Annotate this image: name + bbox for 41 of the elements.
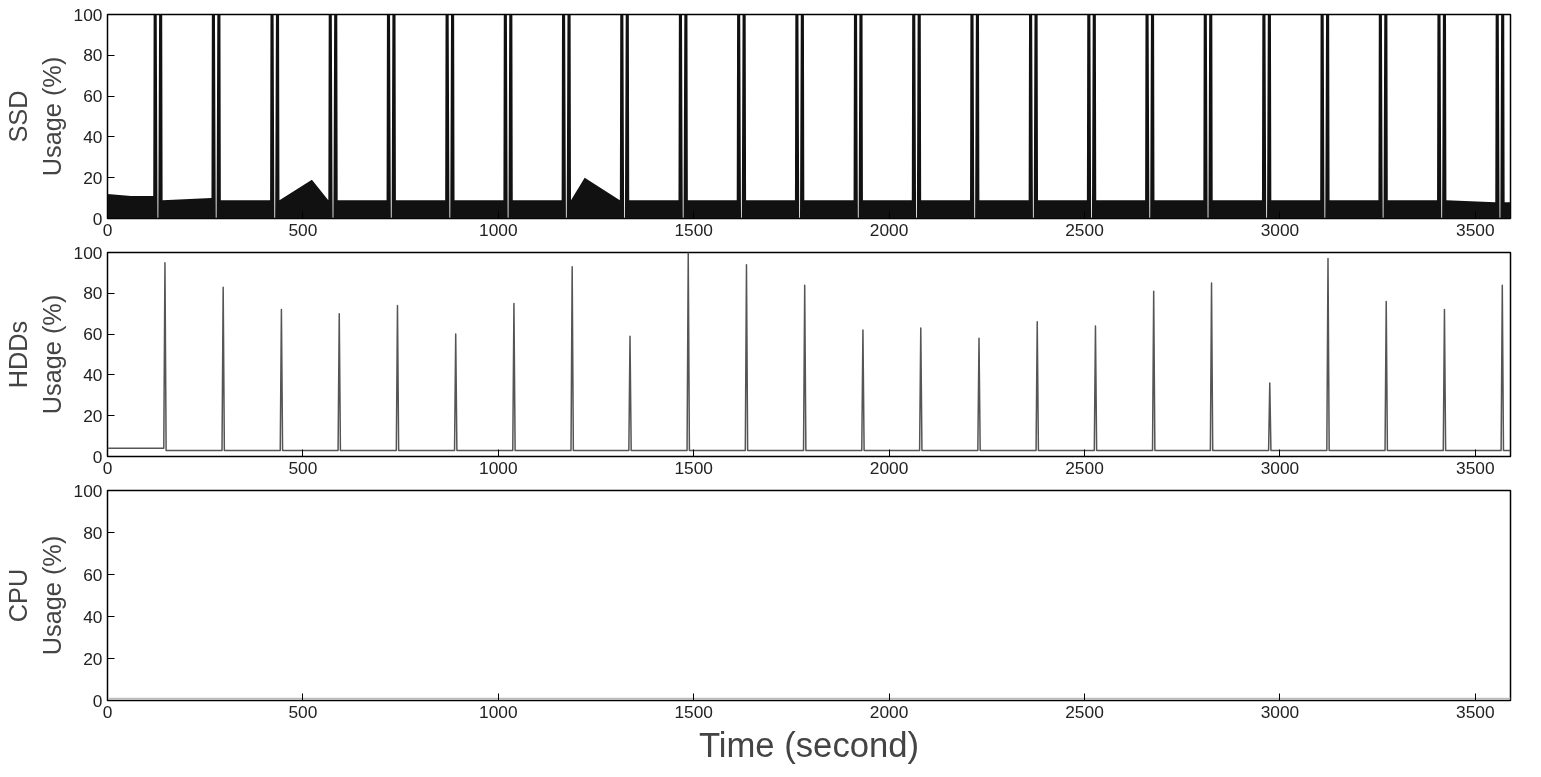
y-tick-label: 20 xyxy=(83,405,103,426)
x-tick-label: 500 xyxy=(288,219,318,240)
y-tick-label: 40 xyxy=(83,126,103,147)
y-tick-label: 100 xyxy=(73,4,103,25)
x-tick-label: 1500 xyxy=(674,219,713,240)
x-tick-label: 2500 xyxy=(1065,701,1104,722)
y-tick-label: 80 xyxy=(83,45,103,66)
x-tick-label: 3000 xyxy=(1260,219,1300,240)
x-tick-label: 2000 xyxy=(869,219,909,240)
y-axis-title: CPU Usage (%) xyxy=(3,535,66,656)
x-axis-title: Time (second) xyxy=(698,725,920,764)
y-tick-label: 100 xyxy=(73,242,103,263)
x-tick-label: 2000 xyxy=(869,457,909,478)
y-tick-label: 60 xyxy=(83,324,103,345)
x-tick-label: 1000 xyxy=(479,457,518,478)
y-axis-title: SSD Usage (%) xyxy=(3,56,66,177)
x-tick-label: 2500 xyxy=(1065,457,1104,478)
x-tick-label: 3500 xyxy=(1456,701,1495,722)
y-tick-label: 100 xyxy=(73,480,103,501)
y-tick-label: 80 xyxy=(83,522,103,543)
x-tick-label: 2500 xyxy=(1065,219,1104,240)
y-tick-label: 60 xyxy=(83,86,103,107)
y-tick-label: 20 xyxy=(83,648,103,669)
x-tick-label: 2000 xyxy=(869,701,909,722)
x-tick-label: 500 xyxy=(288,457,318,478)
y-tick-label: 80 xyxy=(83,283,103,304)
y-tick-label: 20 xyxy=(83,167,103,188)
y-tick-label: 40 xyxy=(83,606,103,627)
x-tick-label: 1000 xyxy=(479,219,518,240)
x-tick-label: 3000 xyxy=(1260,457,1300,478)
y-tick-label: 60 xyxy=(83,564,103,585)
x-tick-label: 1500 xyxy=(674,457,713,478)
y-axis-title: HDDs Usage (%) xyxy=(3,294,66,415)
x-tick-label: 3000 xyxy=(1260,701,1300,722)
x-tick-label: 1500 xyxy=(674,701,713,722)
x-tick-label: 3500 xyxy=(1456,219,1495,240)
line-series xyxy=(107,252,1511,452)
x-tick-label: 1000 xyxy=(479,701,518,722)
x-tick-label: 500 xyxy=(288,701,318,722)
y-tick-label: 40 xyxy=(83,364,103,385)
x-tick-label: 3500 xyxy=(1456,457,1495,478)
